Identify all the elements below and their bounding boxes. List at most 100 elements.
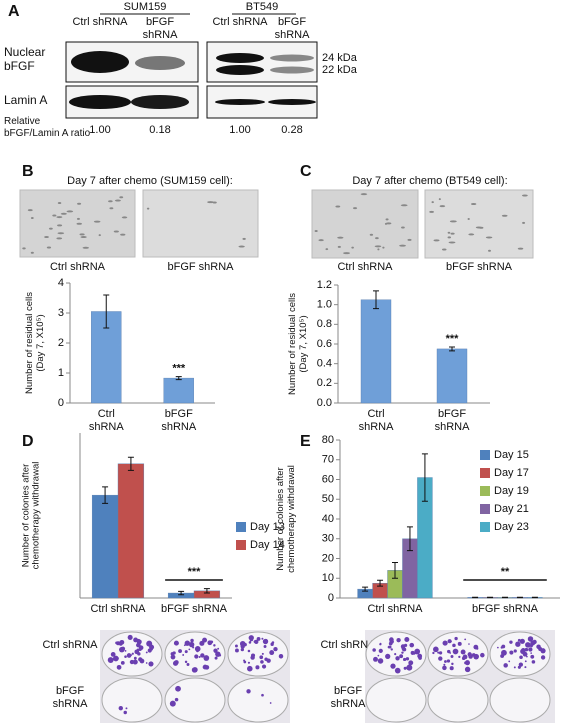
- y-tick-label: 10: [322, 572, 334, 584]
- legend-swatch: [480, 504, 490, 514]
- colony: [210, 640, 214, 644]
- colony: [186, 663, 190, 666]
- colony: [523, 651, 526, 655]
- kda-marker: 22 kDa: [322, 64, 358, 76]
- colony: [247, 665, 253, 672]
- ratio-value: 1.00: [229, 124, 250, 136]
- colony: [409, 642, 415, 648]
- colony: [497, 646, 499, 649]
- band: [270, 66, 314, 74]
- legend-label: Day 19: [494, 485, 529, 497]
- legend-swatch: [480, 522, 490, 532]
- cell: [113, 230, 119, 233]
- colony: [452, 648, 459, 655]
- cell: [60, 212, 67, 215]
- colony: [248, 635, 254, 641]
- colony: [524, 666, 527, 669]
- cell: [48, 227, 53, 230]
- y-tick-label: 80: [322, 434, 334, 446]
- x-tick-label: bFGF shRNA: [160, 603, 227, 615]
- colony: [182, 654, 185, 656]
- colony: [259, 655, 264, 660]
- row-label-box: Lamin A: [4, 94, 47, 107]
- lane-label: Ctrl shRNA: [72, 16, 128, 28]
- cell: [438, 198, 441, 201]
- colony: [124, 655, 127, 658]
- cell: [478, 226, 484, 229]
- colony: [129, 659, 135, 665]
- y-tick-label: 0.8: [317, 318, 332, 330]
- blot-frame: [206, 41, 318, 83]
- colony: [254, 639, 259, 645]
- colony: [273, 646, 278, 652]
- lane-label-box: bFGF shRNA: [275, 16, 310, 41]
- y-axis-label: Number of residual cells (Day 7, X10⁵): [25, 292, 46, 394]
- colony: [530, 654, 535, 659]
- colony: [169, 700, 176, 707]
- error-bar: [362, 586, 369, 592]
- colony: [466, 662, 470, 666]
- colony: [395, 656, 400, 661]
- micrograph-caption: bFGF shRNA: [167, 261, 234, 273]
- colony: [115, 641, 118, 645]
- colony: [531, 660, 536, 664]
- y-tick-label: 3: [58, 307, 64, 319]
- micrograph: [142, 189, 259, 258]
- colony: [524, 660, 527, 663]
- lane-label-box: bFGF shRNA: [143, 16, 178, 41]
- colony: [396, 637, 401, 643]
- plate-row-label-box: Ctrl shRNA: [320, 639, 375, 651]
- colony: [449, 666, 454, 671]
- cell: [351, 246, 354, 249]
- colony: [394, 667, 401, 674]
- band: [270, 54, 314, 62]
- band: [268, 99, 316, 105]
- colony: [519, 655, 523, 660]
- y-tick-label: 20: [322, 552, 334, 564]
- well: [101, 677, 163, 723]
- colony: [536, 644, 541, 650]
- colony: [458, 655, 461, 659]
- colony: [480, 652, 485, 658]
- colony: [188, 641, 195, 648]
- error-bar: [373, 290, 379, 310]
- cell: [22, 247, 26, 250]
- legend-label: Day 23: [494, 521, 529, 533]
- colony: [378, 648, 383, 653]
- cell: [343, 252, 351, 255]
- colony: [204, 665, 210, 670]
- colony: [526, 655, 528, 658]
- colony: [184, 640, 191, 646]
- y-tick-label: 0.2: [317, 377, 332, 389]
- well: [489, 631, 551, 677]
- x-tick-label: Ctrl shRNA: [88, 408, 124, 433]
- colony: [379, 643, 382, 646]
- colony: [509, 640, 513, 644]
- kda-marker: 24 kDa: [322, 52, 358, 64]
- error-bar: [103, 294, 110, 329]
- colony: [194, 654, 199, 659]
- cell: [400, 204, 408, 207]
- colony: [217, 647, 220, 650]
- colony: [200, 653, 205, 658]
- cell: [335, 205, 341, 208]
- colony: [108, 657, 113, 662]
- colony: [527, 636, 534, 642]
- colony: [248, 641, 252, 644]
- lane-label-box: Ctrl shRNA: [212, 16, 268, 28]
- y-axis-label-box: Number of residual cells (Day 7, X10⁵): [288, 293, 309, 395]
- cell: [488, 249, 491, 252]
- x-tick-label: bFGF shRNA: [471, 603, 538, 615]
- plate-row-label-box: Ctrl shRNA: [42, 639, 97, 651]
- ratio-label-box: Relative bFGF/Lamin A ratio: [4, 116, 90, 139]
- cell: [242, 237, 246, 240]
- colony: [443, 663, 446, 666]
- lane-label: Ctrl shRNA: [212, 16, 268, 28]
- legend-swatch: [480, 486, 490, 496]
- colony: [526, 644, 530, 647]
- colony: [438, 651, 443, 655]
- cell: [385, 218, 389, 221]
- cell: [353, 207, 358, 210]
- colony: [269, 650, 275, 656]
